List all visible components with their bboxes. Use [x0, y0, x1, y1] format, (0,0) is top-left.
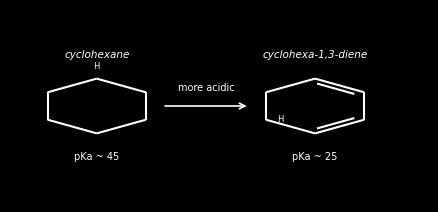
Text: cyclohexane: cyclohexane	[64, 50, 130, 60]
Text: H: H	[94, 62, 100, 71]
Text: pKa ~ 45: pKa ~ 45	[74, 152, 120, 162]
Text: H: H	[277, 115, 283, 124]
Text: more acidic: more acidic	[177, 83, 234, 93]
Text: pKa ~ 25: pKa ~ 25	[293, 152, 338, 162]
Text: cyclohexa-1,3-diene: cyclohexa-1,3-diene	[262, 50, 367, 60]
